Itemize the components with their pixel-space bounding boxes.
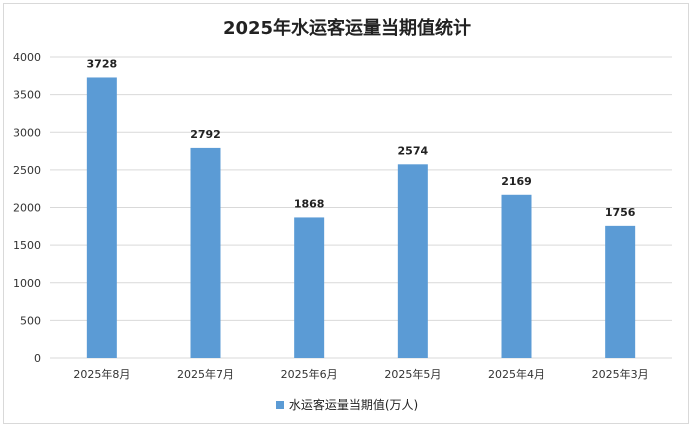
- y-tick-label: 3500: [13, 89, 41, 102]
- bars: [86, 77, 636, 358]
- y-tick-label: 500: [20, 314, 41, 327]
- y-axis-ticks: 0 500 1000 1500 2000 2500 3000 3500 4000: [13, 51, 41, 365]
- x-tick-label: 2025年7月: [177, 367, 234, 381]
- bar: [86, 77, 117, 358]
- y-tick-label: 3000: [13, 126, 41, 139]
- chart-frame: [3, 3, 689, 424]
- y-tick-label: 4000: [13, 51, 41, 64]
- bar: [190, 147, 221, 358]
- bar: [294, 217, 325, 358]
- x-tick-label: 2025年6月: [281, 367, 338, 381]
- x-tick-label: 2025年5月: [384, 367, 441, 381]
- data-labels: 3728 2792 1868 2574 2169 1756: [87, 57, 636, 218]
- y-tick-label: 1000: [13, 277, 41, 290]
- x-tick-label: 2025年8月: [73, 367, 130, 381]
- data-label: 1756: [605, 206, 636, 219]
- y-tick-label: 0: [34, 352, 41, 365]
- y-tick-label: 2500: [13, 164, 41, 177]
- y-tick-label: 2000: [13, 202, 41, 215]
- legend-swatch: [275, 400, 284, 409]
- data-label: 2574: [398, 144, 429, 157]
- bar: [397, 164, 428, 358]
- y-tick-label: 1500: [13, 239, 41, 252]
- data-label: 1868: [294, 197, 325, 210]
- legend: 水运客运量当期值(万人): [0, 396, 694, 413]
- data-label: 2169: [501, 175, 532, 188]
- chart-title: 2025年水运客运量当期值统计: [222, 18, 472, 39]
- data-label: 3728: [87, 57, 118, 70]
- gridlines: [50, 56, 672, 359]
- data-label: 2792: [190, 128, 221, 141]
- bar: [605, 225, 636, 358]
- x-tick-label: 2025年4月: [488, 367, 545, 381]
- legend-label: 水运客运量当期值(万人): [288, 398, 419, 412]
- x-axis-ticks: 2025年8月 2025年7月 2025年6月 2025年5月 2025年4月 2025年…: [73, 367, 648, 381]
- bar: [501, 194, 532, 358]
- x-tick-label: 2025年3月: [592, 367, 649, 381]
